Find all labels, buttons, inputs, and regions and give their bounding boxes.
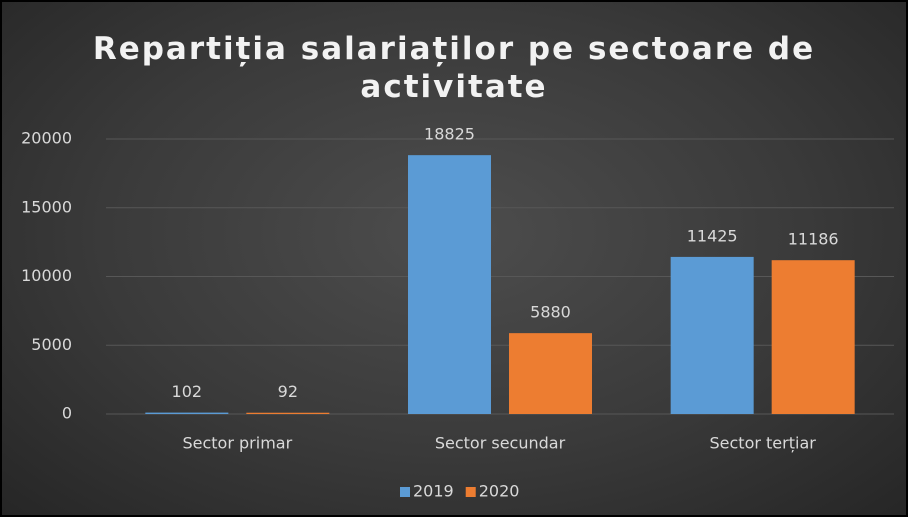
y-tick-label: 10000 [21,266,72,285]
data-label: 5880 [530,303,571,322]
legend-label: 2019 [413,482,454,501]
bar [246,412,330,414]
bar [145,412,229,414]
bar [408,155,491,414]
data-label: 102 [172,382,203,401]
legend-swatch [465,487,476,497]
bar [670,256,754,414]
data-label: 18825 [424,125,475,144]
bar [771,260,855,414]
x-tick-label: Sector secundar [435,434,566,453]
chart-title: Repartiția salariaților pe sectoare de a… [92,31,816,105]
legend-label: 2020 [479,482,520,501]
y-tick-label: 20000 [21,129,72,148]
y-tick-label: 0 [62,404,72,423]
y-tick-label: 5000 [31,335,72,354]
y-tick-label: 15000 [21,197,72,216]
data-label: 92 [278,382,298,401]
data-label: 11425 [687,226,738,245]
data-label: 11186 [788,230,839,249]
bar [509,333,592,414]
x-tick-label: Sector primar [182,434,292,453]
legend-swatch [400,487,410,497]
x-tick-label: Sector terțiar [710,434,817,453]
